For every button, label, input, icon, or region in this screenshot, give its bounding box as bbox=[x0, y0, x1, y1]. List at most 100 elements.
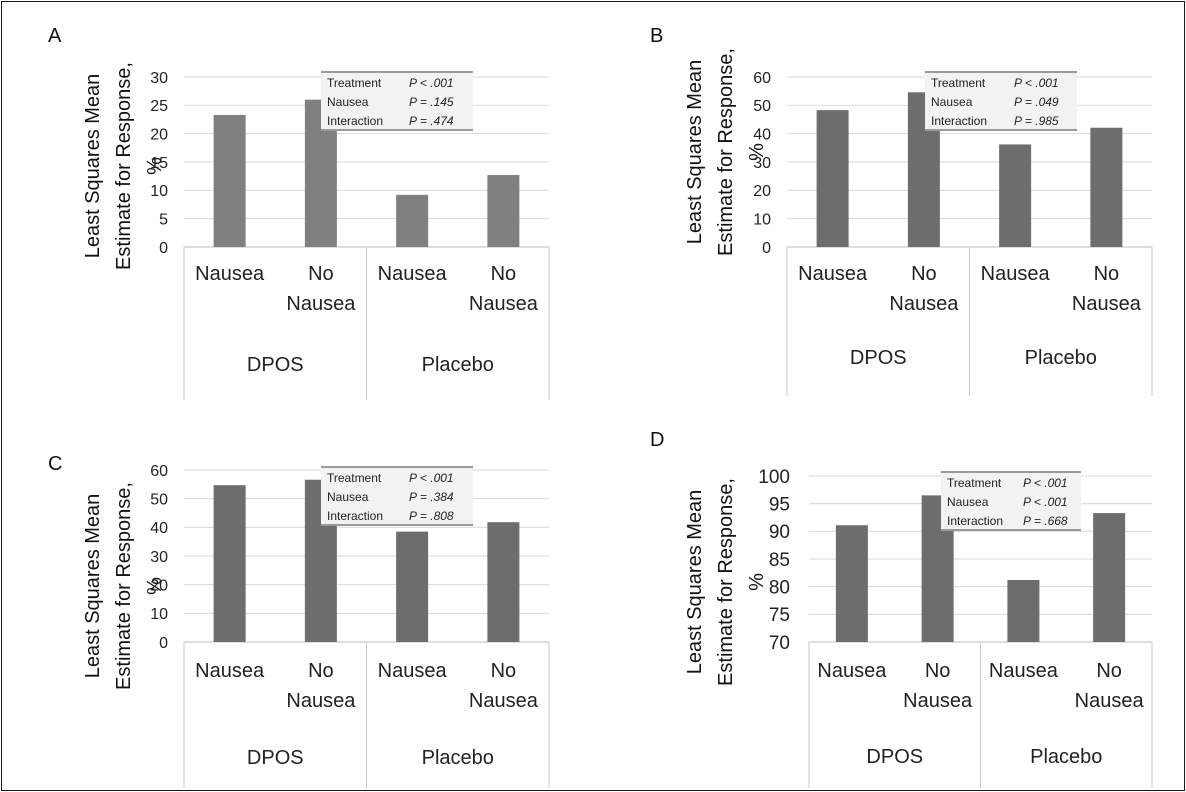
panel-b-category-label: Nausea bbox=[889, 293, 959, 315]
panel-a-y-tick-label: 10 bbox=[150, 183, 168, 200]
panel-a-y-tick-label: 30 bbox=[150, 70, 168, 87]
panel-b-y-tick-label: 10 bbox=[753, 211, 771, 228]
panel-b-stat-p-value: P < .001 bbox=[1014, 76, 1059, 90]
panel-d-y-tick-label: 75 bbox=[769, 605, 790, 626]
panel-d-bar bbox=[1093, 513, 1126, 642]
panel-b-y-tick-label: 50 bbox=[753, 98, 771, 115]
panel-d-y-tick-label: 80 bbox=[769, 578, 790, 599]
panel-d-category-label: Nausea bbox=[1075, 690, 1145, 712]
panel-a-stat-term: Nausea bbox=[327, 95, 369, 109]
panel-b-y-axis-label-line: Estimate for Response, bbox=[715, 48, 737, 256]
panel-c-stats-box: Treatment P < .001 Nausea P = .384 Interacti… bbox=[321, 466, 473, 526]
panel-b-group-label: DPOS bbox=[850, 347, 907, 369]
panel-b-y-tick-label: 40 bbox=[753, 126, 771, 143]
panel-d-stat-term: Treatment bbox=[947, 476, 1002, 490]
panel-d-y-tick-label: 70 bbox=[769, 633, 790, 654]
panel-d-category-label: No bbox=[925, 660, 951, 682]
panel-a-y-axis-label-line: % bbox=[144, 157, 166, 175]
panel-c-stat-p-value: P = .808 bbox=[409, 509, 454, 523]
panel-d-stat-p-value: P = .668 bbox=[1023, 514, 1068, 528]
panel-c-y-tick-label: 50 bbox=[150, 491, 168, 508]
panel-b-stats-box: Treatment P < .001 Nausea P = .049 Interacti… bbox=[925, 71, 1077, 131]
panel-a-stat-p-value: P < .001 bbox=[409, 76, 454, 90]
panel-c-category-label: Nausea bbox=[286, 690, 356, 712]
panel-d-stat-term: Interaction bbox=[947, 514, 1003, 528]
panel-c-y-tick-label: 20 bbox=[150, 577, 168, 594]
panel-c: C Least Squares Mean Estimate for Response… bbox=[48, 453, 550, 788]
panel-b-y-axis-label-line: Least Squares Mean bbox=[684, 60, 706, 245]
panel-c-y-axis-label-line: % bbox=[144, 577, 166, 595]
panel-d-stats-box: Treatment P < .001 Nausea P < .001 Interacti… bbox=[941, 471, 1081, 531]
panel-a-stat-p-value: P = .145 bbox=[409, 95, 454, 109]
panel-a-stat-p-value: P = .474 bbox=[409, 114, 454, 128]
panel-c-category-label: No bbox=[308, 660, 334, 682]
panel-a-bar bbox=[487, 175, 520, 247]
panel-b-stat-p-value: P = .985 bbox=[1014, 114, 1059, 128]
panel-c-y-tick-label: 60 bbox=[150, 463, 168, 480]
panel-c-bar bbox=[213, 485, 246, 642]
panel-c-category-label: Nausea bbox=[195, 660, 265, 682]
panel-c-bar bbox=[396, 531, 429, 642]
panel-a-y-axis-label: Least Squares Mean Estimate for Response,… bbox=[82, 62, 166, 270]
panel-d-category-label: Nausea bbox=[903, 690, 973, 712]
panel-a-y-tick-label: 20 bbox=[150, 126, 168, 143]
panel-a-bar bbox=[396, 194, 429, 247]
panel-b-category-label: No bbox=[1094, 263, 1120, 285]
panel-c-stat-term: Treatment bbox=[327, 471, 382, 485]
panel-c-y-tick-label: 40 bbox=[150, 520, 168, 537]
panel-c-y-tick-label: 10 bbox=[150, 606, 168, 623]
panel-b-bar bbox=[816, 110, 849, 248]
panel-c-letter: C bbox=[48, 453, 62, 475]
panel-c-stat-term: Nausea bbox=[327, 490, 369, 504]
panel-d-y-axis-label-line: Estimate for Response, bbox=[715, 478, 737, 686]
panel-a-y-axis-label-line: Least Squares Mean bbox=[82, 74, 104, 259]
panel-d-y-tick-label: 95 bbox=[769, 495, 790, 516]
panel-c-stat-p-value: P = .384 bbox=[409, 490, 454, 504]
panel-b-category-label: No bbox=[911, 263, 937, 285]
panel-a-y-tick-label: 5 bbox=[159, 211, 168, 228]
panel-d-stat-term: Nausea bbox=[947, 495, 989, 509]
panel-a-y-tick-label: 25 bbox=[150, 98, 168, 115]
panel-a-letter: A bbox=[48, 25, 62, 47]
panel-d-y-axis-label: Least Squares Mean Estimate for Response,… bbox=[684, 478, 768, 686]
panel-a-stats-box: Treatment P < .001 Nausea P = .145 Interacti… bbox=[321, 71, 473, 131]
panel-a-stat-term: Treatment bbox=[327, 76, 382, 90]
panel-c-stat-term: Interaction bbox=[327, 509, 383, 523]
panel-d-stat-p-value: P < .001 bbox=[1023, 476, 1068, 490]
panel-d-stat-p-value: P < .001 bbox=[1023, 495, 1068, 509]
panel-d-y-tick-label: 100 bbox=[758, 467, 790, 488]
panel-b-bar bbox=[1090, 127, 1123, 247]
panel-d-y-axis-label-line: Least Squares Mean bbox=[684, 490, 706, 675]
panel-a-category-label: Nausea bbox=[286, 293, 356, 315]
panel-d: D Least Squares Mean Estimate for Response… bbox=[650, 429, 1153, 788]
panel-b-group-label: Placebo bbox=[1025, 347, 1097, 369]
panel-a-group-label: DPOS bbox=[247, 354, 304, 376]
panel-c-group-label: DPOS bbox=[247, 747, 304, 769]
panel-b-stat-term: Treatment bbox=[931, 76, 986, 90]
panel-c-y-tick-label: 30 bbox=[150, 549, 168, 566]
panel-a: A Least Squares Mean Estimate for Response… bbox=[48, 25, 550, 400]
panel-d-bar bbox=[835, 525, 868, 642]
panel-d-stats-box-background bbox=[941, 472, 1081, 530]
panel-b-y-axis-label: Least Squares Mean Estimate for Response,… bbox=[684, 48, 768, 256]
panel-a-y-tick-label: 15 bbox=[150, 155, 168, 172]
panel-c-y-axis-label: Least Squares Mean Estimate for Response,… bbox=[82, 482, 166, 690]
panel-a-category-label: Nausea bbox=[195, 263, 265, 285]
panel-c-group-label: Placebo bbox=[422, 747, 494, 769]
panel-d-category-label: Nausea bbox=[817, 660, 887, 682]
panel-c-category-label: Nausea bbox=[469, 690, 539, 712]
panel-b: B Least Squares Mean Estimate for Response… bbox=[650, 25, 1153, 396]
panel-b-stat-term: Nausea bbox=[931, 95, 973, 109]
panel-a-category-label: No bbox=[308, 263, 334, 285]
panel-b-stats-box-background bbox=[925, 72, 1077, 130]
panel-c-y-axis-label-line: Estimate for Response, bbox=[113, 482, 135, 690]
panel-a-y-axis-label-line: Estimate for Response, bbox=[113, 62, 135, 270]
panel-c-stat-p-value: P < .001 bbox=[409, 471, 454, 485]
panel-d-y-tick-label: 85 bbox=[769, 550, 790, 571]
panel-d-group-label: Placebo bbox=[1030, 746, 1102, 768]
panel-d-bar bbox=[1007, 580, 1040, 642]
panel-b-letter: B bbox=[650, 25, 663, 47]
panel-b-bar bbox=[999, 144, 1032, 247]
